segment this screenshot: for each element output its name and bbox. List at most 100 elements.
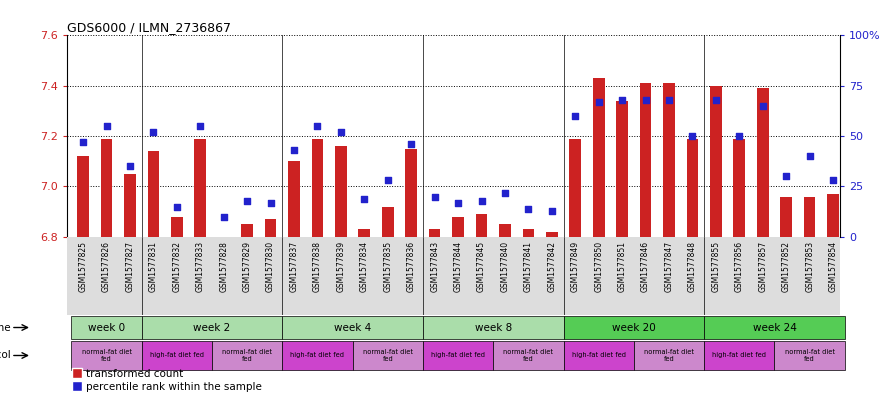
Bar: [171, 217, 183, 237]
FancyBboxPatch shape: [774, 341, 845, 370]
Point: [451, 200, 465, 206]
Point: [404, 141, 419, 147]
Bar: [546, 232, 557, 237]
Point: [123, 163, 137, 169]
Text: normal-fat diet
fed: normal-fat diet fed: [82, 349, 132, 362]
Text: GSM1577856: GSM1577856: [735, 241, 744, 292]
Point: [147, 129, 161, 135]
Bar: [265, 219, 276, 237]
Point: [826, 177, 840, 184]
Point: [685, 133, 700, 139]
Text: GSM1577837: GSM1577837: [290, 241, 299, 292]
Bar: [405, 149, 417, 237]
Text: normal-fat diet
fed: normal-fat diet fed: [644, 349, 694, 362]
Point: [193, 123, 207, 129]
FancyBboxPatch shape: [212, 341, 283, 370]
FancyBboxPatch shape: [353, 341, 423, 370]
Point: [545, 208, 559, 214]
Point: [428, 193, 442, 200]
Text: GSM1577854: GSM1577854: [829, 241, 837, 292]
Bar: [663, 83, 675, 237]
Point: [240, 197, 254, 204]
Bar: [428, 229, 441, 237]
Point: [521, 206, 535, 212]
Text: week 20: week 20: [612, 323, 656, 332]
Text: high-fat diet fed: high-fat diet fed: [431, 353, 485, 358]
Point: [287, 147, 301, 153]
Text: GSM1577846: GSM1577846: [641, 241, 650, 292]
Bar: [640, 83, 652, 237]
Bar: [476, 214, 487, 237]
Point: [779, 173, 793, 180]
Text: week 4: week 4: [334, 323, 372, 332]
FancyBboxPatch shape: [423, 316, 564, 339]
Bar: [241, 224, 253, 237]
Point: [263, 200, 277, 206]
Bar: [195, 139, 206, 237]
Point: [733, 133, 747, 139]
Bar: [453, 217, 464, 237]
Text: week 24: week 24: [753, 323, 797, 332]
Point: [662, 97, 677, 103]
Bar: [828, 194, 839, 237]
Bar: [710, 86, 722, 237]
Text: GSM1577850: GSM1577850: [594, 241, 604, 292]
Text: GSM1577829: GSM1577829: [243, 241, 252, 292]
FancyBboxPatch shape: [423, 341, 493, 370]
Bar: [499, 224, 511, 237]
Text: protocol: protocol: [0, 351, 11, 360]
Text: GSM1577848: GSM1577848: [688, 241, 697, 292]
Text: high-fat diet fed: high-fat diet fed: [712, 353, 766, 358]
Text: GSM1577827: GSM1577827: [125, 241, 134, 292]
Text: GSM1577843: GSM1577843: [430, 241, 439, 292]
Bar: [733, 139, 745, 237]
Point: [803, 153, 817, 160]
FancyBboxPatch shape: [71, 341, 141, 370]
Bar: [523, 229, 534, 237]
Point: [76, 139, 90, 145]
Bar: [382, 207, 394, 237]
Point: [756, 103, 770, 109]
Text: GSM1577847: GSM1577847: [664, 241, 674, 292]
Point: [357, 195, 372, 202]
Bar: [358, 229, 370, 237]
Text: GSM1577838: GSM1577838: [313, 241, 322, 292]
Text: GSM1577828: GSM1577828: [220, 241, 228, 292]
Text: GSM1577834: GSM1577834: [360, 241, 369, 292]
FancyBboxPatch shape: [283, 316, 423, 339]
Bar: [804, 196, 815, 237]
Text: GSM1577855: GSM1577855: [711, 241, 720, 292]
Bar: [335, 146, 347, 237]
Point: [591, 99, 605, 105]
Text: GSM1577841: GSM1577841: [524, 241, 533, 292]
Point: [638, 97, 653, 103]
Bar: [686, 139, 699, 237]
FancyBboxPatch shape: [564, 316, 704, 339]
Bar: [593, 78, 605, 237]
Text: normal-fat diet
fed: normal-fat diet fed: [222, 349, 272, 362]
Point: [100, 123, 114, 129]
FancyBboxPatch shape: [704, 341, 774, 370]
Text: normal-fat diet
fed: normal-fat diet fed: [503, 349, 553, 362]
Text: GSM1577833: GSM1577833: [196, 241, 204, 292]
Text: GSM1577839: GSM1577839: [336, 241, 346, 292]
Bar: [148, 151, 159, 237]
Text: week 8: week 8: [475, 323, 512, 332]
Bar: [312, 139, 324, 237]
Point: [498, 189, 512, 196]
Text: GSM1577857: GSM1577857: [758, 241, 767, 292]
Bar: [100, 139, 112, 237]
Text: GSM1577831: GSM1577831: [148, 241, 158, 292]
Text: high-fat diet fed: high-fat diet fed: [150, 353, 204, 358]
Bar: [124, 174, 136, 237]
Text: GSM1577852: GSM1577852: [781, 241, 790, 292]
Point: [217, 213, 231, 220]
Text: GSM1577853: GSM1577853: [805, 241, 814, 292]
Bar: [757, 88, 769, 237]
Text: high-fat diet fed: high-fat diet fed: [572, 353, 626, 358]
FancyBboxPatch shape: [141, 341, 212, 370]
Point: [310, 123, 324, 129]
FancyBboxPatch shape: [564, 341, 634, 370]
Text: GSM1577842: GSM1577842: [548, 241, 557, 292]
Text: GSM1577840: GSM1577840: [501, 241, 509, 292]
